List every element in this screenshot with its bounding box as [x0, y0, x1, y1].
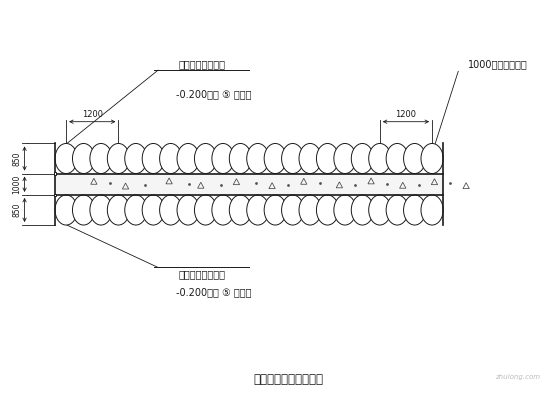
Ellipse shape — [142, 144, 164, 173]
Ellipse shape — [299, 144, 321, 173]
Ellipse shape — [55, 144, 77, 173]
Ellipse shape — [177, 144, 199, 173]
Ellipse shape — [90, 144, 112, 173]
Ellipse shape — [160, 144, 182, 173]
Ellipse shape — [334, 144, 356, 173]
Ellipse shape — [264, 195, 286, 225]
Ellipse shape — [212, 195, 234, 225]
Ellipse shape — [108, 144, 129, 173]
Text: 1200: 1200 — [82, 110, 103, 119]
Text: 三轴水泥土搅拌桩: 三轴水泥土搅拌桩 — [178, 59, 225, 69]
Ellipse shape — [72, 195, 95, 225]
Ellipse shape — [229, 195, 251, 225]
Text: zhulong.com: zhulong.com — [495, 374, 540, 380]
Text: 三轴水泥土搅拌桩: 三轴水泥土搅拌桩 — [178, 269, 225, 279]
Ellipse shape — [212, 144, 234, 173]
Ellipse shape — [351, 195, 374, 225]
Ellipse shape — [316, 195, 339, 225]
Ellipse shape — [404, 144, 426, 173]
Ellipse shape — [194, 195, 217, 225]
Ellipse shape — [72, 144, 95, 173]
Ellipse shape — [316, 144, 339, 173]
Ellipse shape — [264, 144, 286, 173]
Ellipse shape — [160, 195, 182, 225]
Bar — [54, 172, 57, 175]
Ellipse shape — [194, 144, 217, 173]
Text: -0.200～第 ⑤ 层底部: -0.200～第 ⑤ 层底部 — [176, 287, 251, 297]
Ellipse shape — [282, 195, 304, 225]
Bar — [54, 194, 57, 196]
Ellipse shape — [125, 195, 147, 225]
Text: 850: 850 — [12, 203, 21, 217]
Text: 1000厚地下连续墙: 1000厚地下连续墙 — [468, 59, 528, 69]
Text: 850: 850 — [12, 151, 21, 166]
Ellipse shape — [90, 195, 112, 225]
Ellipse shape — [108, 195, 129, 225]
Ellipse shape — [386, 144, 408, 173]
Ellipse shape — [247, 195, 269, 225]
Ellipse shape — [386, 195, 408, 225]
Ellipse shape — [299, 195, 321, 225]
Ellipse shape — [404, 195, 426, 225]
Ellipse shape — [421, 195, 443, 225]
Text: 1200: 1200 — [395, 110, 417, 119]
Ellipse shape — [247, 144, 269, 173]
Ellipse shape — [142, 195, 164, 225]
Ellipse shape — [55, 195, 77, 225]
Ellipse shape — [125, 144, 147, 173]
Ellipse shape — [282, 144, 304, 173]
Ellipse shape — [177, 195, 199, 225]
Text: -0.200～第 ⑤ 层底部: -0.200～第 ⑤ 层底部 — [176, 89, 251, 99]
Ellipse shape — [368, 195, 391, 225]
Ellipse shape — [229, 144, 251, 173]
Bar — [55, 173, 443, 195]
Ellipse shape — [368, 144, 391, 173]
Text: 三轴搅拌桩平面示意图: 三轴搅拌桩平面示意图 — [254, 373, 324, 386]
Text: 1000: 1000 — [12, 175, 21, 194]
Ellipse shape — [421, 144, 443, 173]
Ellipse shape — [351, 144, 374, 173]
Ellipse shape — [334, 195, 356, 225]
